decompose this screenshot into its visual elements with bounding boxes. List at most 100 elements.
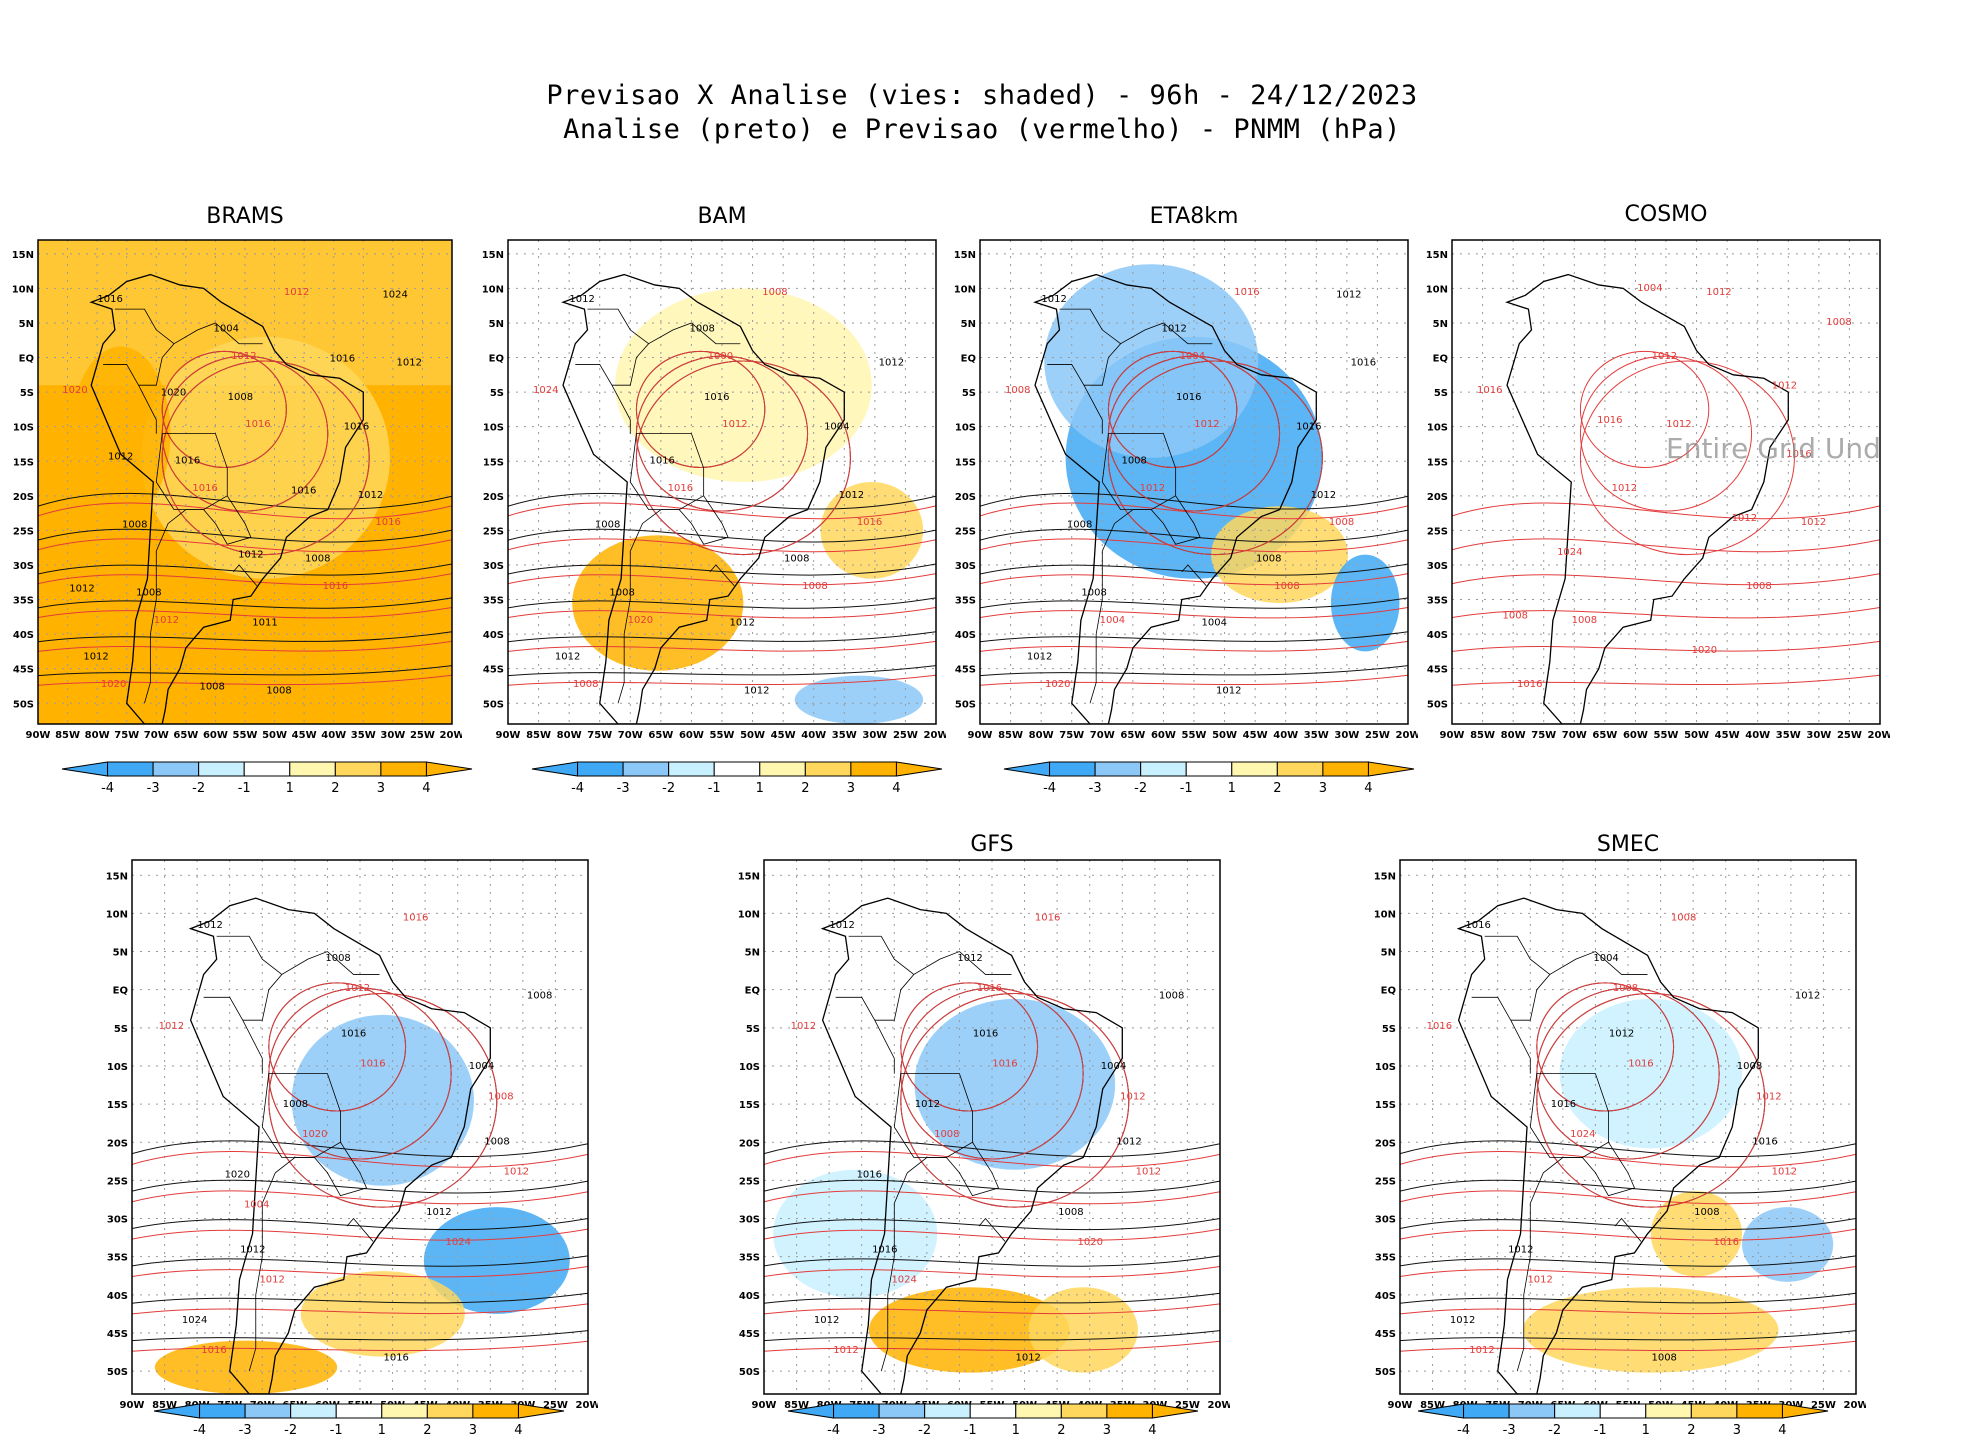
lon-tick-label: 20W: [1208, 1400, 1230, 1411]
country-border: [874, 951, 1012, 1021]
analysis-contour-label: 1012: [1116, 1136, 1141, 1147]
lat-tick-label: 15N: [954, 250, 976, 261]
forecast-isobar: [980, 674, 1408, 686]
analysis-contour-label: 1024: [382, 290, 407, 301]
analysis-isobar: [132, 1255, 588, 1267]
analysis-contour-label: 1012: [879, 358, 904, 369]
lat-tick-label: 50S: [739, 1367, 760, 1378]
colorbar-segment: [1463, 1403, 1510, 1419]
lon-tick-label: 80W: [85, 730, 110, 741]
forecast-contour-label: 1012: [159, 1021, 184, 1032]
forecast-isobar: [132, 1303, 588, 1315]
analysis-isobar: [508, 492, 936, 510]
colorbar: -4 -3 -2 -1 1 2 3 4: [531, 761, 943, 796]
forecast-contour-label: 1020: [1692, 645, 1717, 656]
colorbar-tick: -1: [330, 1423, 343, 1438]
analysis-contour-label: 1012: [1216, 686, 1241, 697]
forecast-isobar: [764, 1266, 1220, 1278]
lat-tick-label: 15S: [13, 457, 34, 468]
colorbar-segment: [713, 761, 761, 777]
lat-tick-label: 15N: [1374, 871, 1396, 882]
forecast-isobar: [1579, 360, 1795, 556]
colorbar-tick: -4: [101, 781, 114, 796]
lon-tick-label: 25W: [543, 1400, 568, 1411]
lat-tick-label: 35S: [1427, 596, 1448, 607]
lat-tick-label: 45S: [1427, 665, 1448, 676]
lat-tick-label: 15N: [482, 250, 504, 261]
country-border: [1181, 564, 1207, 586]
lat-tick-label: 15S: [107, 1100, 128, 1111]
analysis-isobar: [764, 1179, 1220, 1194]
lat-tick-label: 20S: [13, 492, 34, 503]
analysis-contour-label: 1004: [824, 422, 849, 433]
forecast-contour-label: 1012: [1652, 351, 1677, 362]
country-border: [880, 1157, 947, 1372]
lon-tick-label: 70W: [1090, 730, 1115, 741]
colorbar-segment: [1599, 1403, 1647, 1419]
lat-tick-label: EQ: [1381, 986, 1396, 997]
lon-tick-label: 80W: [557, 730, 582, 741]
forecast-isobar: [268, 993, 498, 1208]
lon-tick-label: 60W: [679, 730, 704, 741]
colorbar-tick: 1: [756, 781, 764, 796]
forecast-contour-label: 1008: [1274, 581, 1299, 592]
colorbar-tick: 4: [514, 1423, 522, 1438]
analysis-contour-label: 1008: [199, 681, 224, 692]
lon-tick-label: 20W: [576, 1400, 598, 1411]
lat-tick-label: 5S: [490, 388, 504, 399]
country-border: [155, 433, 228, 511]
lat-tick-label: 15S: [955, 457, 976, 468]
analysis-isobar: [764, 1330, 1220, 1342]
panel-title: BRAMS: [206, 204, 284, 229]
analysis-contour-label: 1008: [1694, 1207, 1719, 1218]
map-plot: 1012 1016 1012 1016 1012 1008 1012 1008 1012 1012…: [738, 859, 1230, 1411]
lon-tick-label: 70W: [1562, 730, 1587, 741]
panel-title: ETA8km: [1149, 204, 1239, 229]
colorbar-segment: [1276, 761, 1324, 777]
colorbar-segment: [335, 1403, 383, 1419]
analysis-contour-label: 1012: [814, 1315, 839, 1326]
colorbar-segment: [426, 1403, 474, 1419]
colorbar-tick: -2: [662, 781, 675, 796]
lat-tick-label: 40S: [13, 630, 34, 641]
analysis-contour-label: 1012: [83, 652, 108, 663]
analysis-isobar: [132, 1217, 588, 1231]
analysis-isobar: [764, 1292, 1220, 1304]
forecast-contour-label: 1016: [1234, 287, 1259, 298]
country-border: [1150, 495, 1201, 545]
colorbar-segment: [380, 761, 427, 777]
lat-tick-label: 5S: [1382, 1024, 1396, 1035]
lon-tick-label: 90W: [26, 730, 51, 741]
colorbar-segment: [244, 1403, 292, 1419]
lon-tick-label: 50W: [262, 730, 287, 741]
analysis-contour-label: 1008: [266, 686, 291, 697]
colorbar-tick: 3: [377, 781, 385, 796]
analysis-isobar: [980, 665, 1408, 677]
lon-tick-label: 60W: [1151, 730, 1176, 741]
analysis-contour-label: 1008: [527, 991, 552, 1002]
analysis-contour-label: 1016: [857, 1169, 882, 1180]
forecast-contour-label: 1012: [154, 615, 179, 626]
forecast-isobar: [132, 1266, 588, 1278]
forecast-isobar: [980, 538, 1408, 553]
forecast-isobar: [1579, 355, 1753, 512]
forecast-isobar: [764, 1340, 1220, 1352]
lat-tick-label: 25S: [13, 526, 34, 537]
lat-tick-label: 30S: [739, 1215, 760, 1226]
forecast-contour-label: 1016: [1786, 449, 1811, 460]
lon-tick-label: 35W: [1776, 730, 1801, 741]
analysis-contour-label: 1004: [1201, 618, 1226, 629]
forecast-contour-label: 1016: [403, 913, 428, 924]
lat-tick-label: 20S: [739, 1138, 760, 1149]
forecast-isobar: [132, 1190, 588, 1205]
lat-tick-label: 5N: [489, 319, 504, 330]
lat-tick-label: 15N: [1426, 250, 1448, 261]
forecast-contour-label: 1012: [345, 983, 370, 994]
panel-title: BAM: [697, 204, 747, 229]
bias-area: [311, 578, 428, 676]
colorbar-segment: [668, 761, 715, 777]
forecast-contour-label: 1024: [533, 385, 558, 396]
analysis-isobar: [1400, 1179, 1856, 1194]
colorbar-segment: [1049, 761, 1096, 777]
colorbar-segment: [804, 761, 852, 777]
